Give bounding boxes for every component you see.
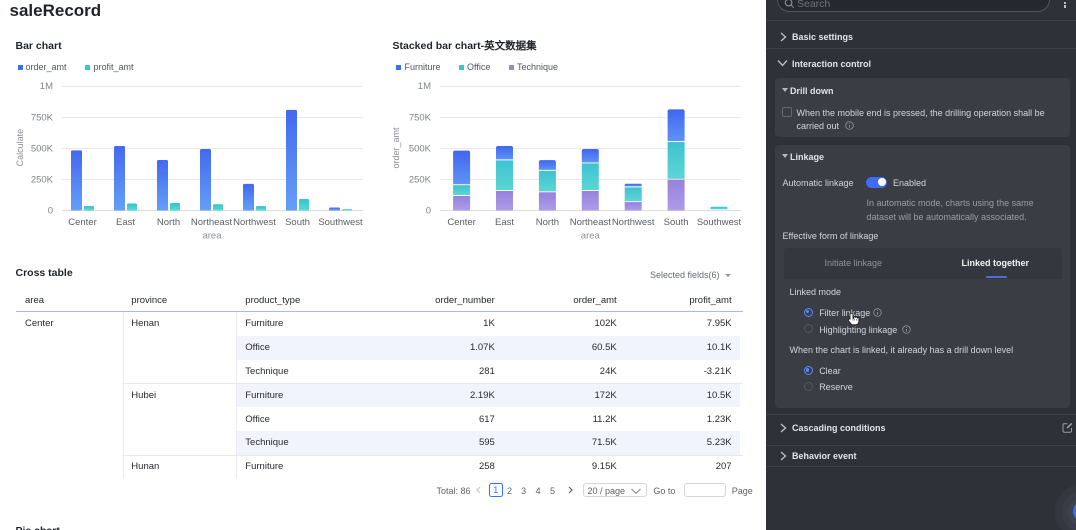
svg-text:Calculate: Calculate [15,129,25,167]
svg-text:area: area [581,230,601,241]
svg-text:Northwest: Northwest [612,217,655,228]
svg-text:1M: 1M [418,81,431,92]
svg-text:750K: 750K [31,112,54,123]
svg-text:South: South [664,217,689,228]
svg-text:Center: Center [447,217,476,228]
svg-text:North: North [536,217,559,228]
svg-text:Northwest: Northwest [233,217,276,228]
svg-text:500K: 500K [31,143,54,154]
svg-text:500K: 500K [409,143,432,154]
svg-text:250K: 250K [31,175,54,186]
svg-text:Southwest: Southwest [697,217,742,228]
svg-text:area: area [202,230,222,241]
svg-text:0: 0 [48,206,53,217]
svg-text:750K: 750K [409,112,432,123]
svg-text:Center: Center [68,217,97,228]
svg-text:South: South [285,217,310,228]
svg-text:Northeast: Northeast [570,217,612,228]
svg-text:1M: 1M [40,81,53,92]
svg-text:Southwest: Southwest [318,217,363,228]
svg-text:East: East [495,217,514,228]
svg-text:250K: 250K [409,175,432,186]
svg-text:order_amt: order_amt [391,127,401,169]
svg-text:North: North [157,217,180,228]
svg-text:East: East [116,217,135,228]
svg-text:Northeast: Northeast [191,217,233,228]
svg-text:0: 0 [426,206,431,217]
